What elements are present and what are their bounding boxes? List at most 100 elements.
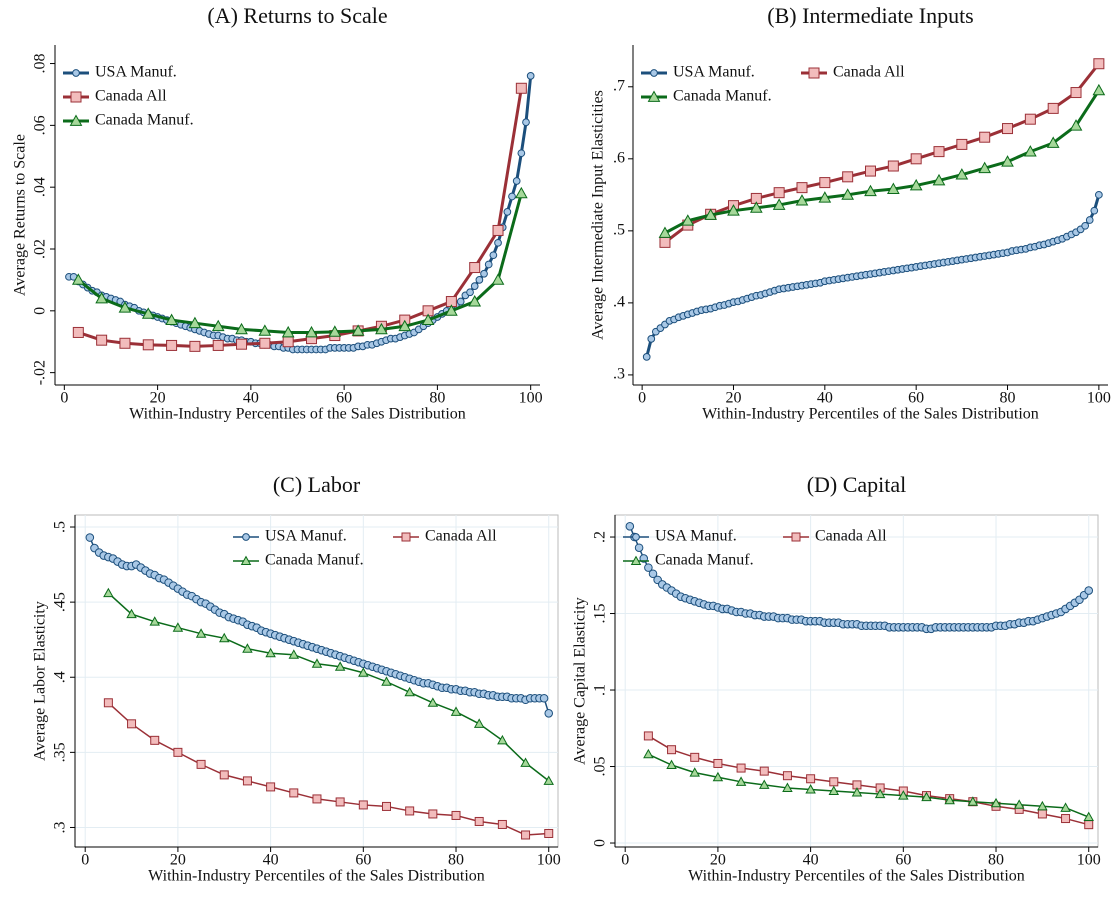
panel-title: (D) Capital bbox=[807, 472, 907, 497]
marker bbox=[749, 201, 763, 213]
panel: (A) Returns to Scale -.02 0 .02 .04 .06 .08 0 20… bbox=[12, 3, 543, 423]
marker bbox=[150, 735, 160, 745]
marker bbox=[491, 273, 505, 285]
x-axis-label: Within-Industry Percentiles of the Sales… bbox=[129, 406, 466, 423]
marker bbox=[932, 173, 946, 186]
legend-label: USA Manuf. bbox=[95, 64, 177, 81]
marker bbox=[955, 168, 969, 180]
marker bbox=[381, 801, 391, 811]
marker bbox=[358, 800, 368, 810]
marker bbox=[712, 771, 724, 782]
marker bbox=[235, 322, 248, 335]
x-tick-label: 60 bbox=[895, 852, 911, 869]
y-axis-label: Average Capital Elasticity bbox=[572, 597, 589, 765]
marker bbox=[650, 69, 658, 77]
marker bbox=[1084, 820, 1094, 830]
marker bbox=[70, 91, 82, 103]
marker bbox=[1024, 113, 1036, 125]
marker bbox=[625, 522, 635, 531]
y-tick-label: .4 bbox=[613, 294, 625, 311]
marker bbox=[428, 809, 438, 819]
x-axis-label: Within-Industry Percentiles of the Sales… bbox=[148, 868, 485, 885]
marker bbox=[69, 114, 83, 126]
marker bbox=[473, 718, 485, 728]
marker bbox=[647, 335, 656, 343]
marker bbox=[713, 758, 723, 768]
marker bbox=[508, 192, 516, 201]
marker bbox=[818, 191, 832, 203]
y-tick-label: .7 bbox=[613, 77, 625, 94]
marker bbox=[704, 208, 717, 220]
marker bbox=[288, 649, 300, 659]
marker bbox=[898, 790, 909, 800]
series-line bbox=[648, 753, 1090, 818]
marker bbox=[242, 776, 252, 786]
panel: (D) Capital 0 .05 .1 .15 .2 0 20 40 60 80 100 Within… bbox=[572, 472, 1101, 885]
marker bbox=[149, 616, 160, 626]
marker bbox=[806, 774, 816, 784]
marker bbox=[1090, 206, 1099, 215]
marker bbox=[522, 118, 530, 127]
marker bbox=[95, 291, 108, 304]
legend-label: Canada Manuf. bbox=[95, 112, 194, 129]
marker bbox=[72, 326, 84, 338]
y-axis-label: Average Labor Elasticity bbox=[32, 601, 49, 761]
marker bbox=[643, 731, 653, 741]
y-tick-label: .4 bbox=[52, 671, 69, 683]
marker bbox=[421, 313, 435, 325]
marker bbox=[544, 709, 554, 718]
marker bbox=[328, 325, 342, 337]
marker bbox=[933, 146, 945, 158]
marker bbox=[909, 178, 923, 191]
x-tick-label: 40 bbox=[817, 390, 833, 407]
marker bbox=[173, 747, 183, 757]
x-tick-label: 40 bbox=[803, 852, 819, 869]
marker bbox=[468, 295, 482, 307]
x-tick-label: 100 bbox=[537, 852, 561, 869]
marker bbox=[165, 313, 178, 325]
marker bbox=[398, 319, 412, 332]
marker bbox=[503, 208, 512, 216]
marker bbox=[219, 632, 230, 643]
marker bbox=[648, 569, 658, 579]
marker bbox=[335, 797, 345, 807]
legend-label: Canada All bbox=[815, 528, 887, 545]
legend-label: Canada All bbox=[833, 64, 905, 81]
x-tick-label: 0 bbox=[638, 390, 646, 407]
marker bbox=[851, 787, 863, 797]
marker bbox=[456, 297, 465, 306]
x-tick-label: 80 bbox=[1000, 390, 1016, 407]
marker bbox=[865, 165, 876, 177]
marker bbox=[497, 734, 508, 745]
marker bbox=[736, 763, 746, 773]
marker bbox=[727, 204, 740, 216]
legend-label: USA Manuf. bbox=[265, 528, 347, 545]
marker bbox=[1060, 802, 1071, 812]
marker bbox=[543, 775, 554, 785]
panel-title: (A) Returns to Scale bbox=[207, 3, 387, 28]
y-tick-label: .04 bbox=[32, 177, 49, 197]
x-tick-label: 0 bbox=[60, 390, 68, 407]
x-tick-label: 0 bbox=[81, 852, 89, 869]
marker bbox=[72, 69, 80, 77]
marker bbox=[1002, 123, 1014, 135]
y-tick-label: .3 bbox=[52, 821, 69, 833]
y-tick-label: .08 bbox=[32, 54, 49, 74]
y-tick-label: .5 bbox=[613, 222, 625, 239]
marker bbox=[266, 782, 276, 792]
marker bbox=[489, 251, 498, 260]
marker bbox=[666, 759, 677, 770]
marker bbox=[358, 667, 369, 677]
marker bbox=[259, 337, 271, 349]
marker bbox=[514, 186, 528, 199]
marker bbox=[772, 198, 786, 210]
marker bbox=[808, 67, 820, 79]
marker bbox=[690, 752, 700, 762]
y-axis-label: Average Returns to Scale bbox=[12, 134, 29, 296]
marker bbox=[517, 149, 526, 158]
marker bbox=[445, 304, 458, 316]
marker bbox=[520, 757, 531, 767]
marker bbox=[634, 543, 644, 553]
y-tick-label: .05 bbox=[592, 757, 609, 777]
